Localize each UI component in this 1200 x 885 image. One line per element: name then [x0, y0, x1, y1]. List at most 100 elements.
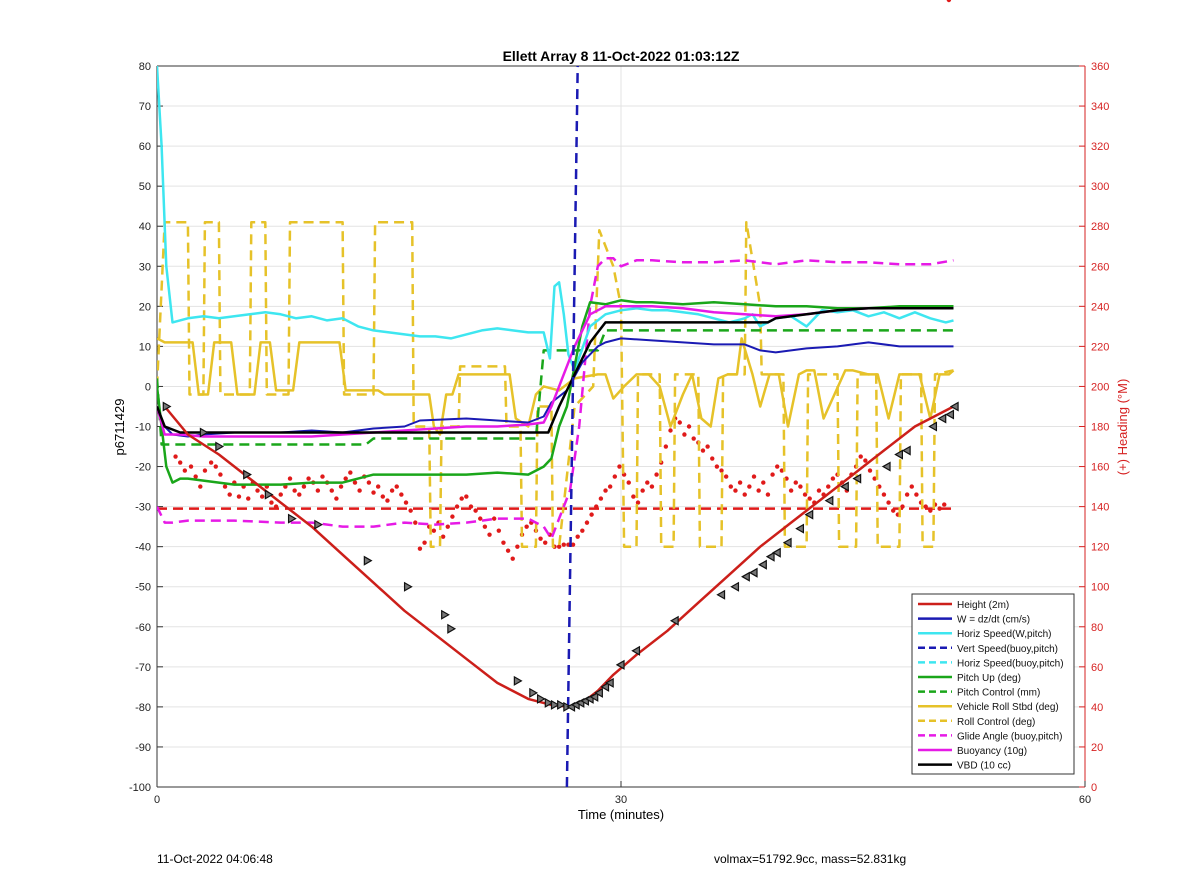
y-tick-label: -60	[135, 622, 151, 634]
heading-point	[422, 540, 427, 545]
heading-point	[584, 520, 590, 525]
heading-point	[686, 424, 692, 429]
height-marker	[949, 401, 959, 412]
y2-tick-label: 20	[1091, 742, 1103, 754]
heading-point	[765, 492, 771, 497]
height-marker	[215, 441, 225, 452]
heading-point	[505, 548, 511, 553]
legend-label-height: Height (2m)	[957, 600, 1009, 611]
height-marker	[600, 681, 610, 692]
heading-point	[742, 492, 747, 497]
height-marker	[441, 609, 450, 620]
y-tick-label: -50	[135, 582, 151, 594]
y2-tick-label: 140	[1091, 502, 1109, 514]
heading-point	[218, 472, 223, 477]
heading-point	[654, 472, 659, 477]
heading-point	[173, 454, 178, 459]
height-marker	[162, 401, 172, 412]
x-tick-label: 60	[1079, 794, 1091, 806]
height-marker	[557, 699, 566, 710]
heading-point	[793, 480, 798, 485]
heading-point	[561, 542, 566, 547]
heading-point	[617, 464, 622, 469]
legend-box	[911, 593, 1075, 775]
heading-point	[719, 468, 724, 473]
heading-point	[399, 492, 404, 497]
heading-point	[198, 484, 203, 489]
heading-point	[770, 472, 775, 477]
height-marker	[748, 567, 758, 578]
footer-timestamp: 11-Oct-2022 04:06:48	[157, 852, 273, 866]
height-marker	[840, 481, 849, 492]
height-marker	[199, 427, 209, 438]
chart-title: Ellett Array 8 11-Oct-2022 01:03:12Z	[503, 48, 740, 64]
heading-point	[273, 504, 279, 509]
heading-point	[473, 508, 478, 513]
heading-point	[607, 484, 613, 489]
height-marker	[550, 699, 560, 710]
heading-point	[570, 542, 576, 547]
heading-point	[640, 488, 645, 493]
y2-tick-label: 100	[1091, 582, 1109, 594]
height-marker	[795, 523, 805, 534]
height-marker	[928, 421, 938, 432]
heading-point	[357, 488, 362, 493]
height-marker	[589, 691, 599, 702]
heading-point	[710, 456, 715, 461]
heading-point	[213, 464, 218, 469]
heading-point	[278, 492, 283, 497]
heading-point	[501, 540, 506, 545]
heading-point	[807, 496, 812, 501]
heading-point	[612, 474, 618, 479]
series-roll	[157, 337, 955, 436]
heading-point	[779, 468, 785, 473]
y-tick-label: 10	[139, 341, 151, 353]
legend-label-pitch: Pitch Up (deg)	[957, 673, 1021, 684]
y-tick-label: -30	[135, 502, 151, 514]
heading-point	[487, 532, 492, 537]
heading-point	[700, 448, 706, 453]
y2-tick-label: 360	[1091, 61, 1109, 73]
heading-point	[543, 540, 548, 545]
height-marker	[447, 623, 457, 634]
height-marker	[782, 537, 792, 548]
y2-tick-label: 300	[1091, 181, 1109, 193]
y2-tick-label: 320	[1091, 141, 1109, 153]
y2-tick-label: 280	[1091, 221, 1109, 233]
heading-point	[580, 528, 585, 533]
y-tick-label: 80	[139, 61, 151, 73]
legend-label-pitchctl: Pitch Control (mm)	[957, 688, 1040, 699]
y-tick-label: 40	[139, 221, 151, 233]
heading-point	[371, 490, 376, 495]
heading-point	[682, 432, 687, 437]
heading-point	[193, 474, 198, 479]
heading-point	[510, 556, 515, 561]
heading-point	[413, 520, 418, 525]
heading-point	[352, 480, 358, 485]
y-tick-label: -100	[129, 782, 151, 794]
height-marker	[937, 413, 947, 424]
height-marker	[314, 519, 324, 530]
y-tick-label: -20	[135, 462, 151, 474]
heading-point	[649, 484, 655, 489]
height-marker	[758, 559, 767, 570]
legend-label-rollctl: Roll Control (deg)	[957, 717, 1035, 728]
y2-tick-label: 200	[1091, 381, 1109, 393]
heading-point	[417, 546, 423, 551]
y2-tick-label: 220	[1091, 341, 1109, 353]
heading-point	[668, 428, 673, 433]
heading-point	[816, 488, 822, 493]
height-marker	[804, 509, 814, 520]
legend-label-w: W = dz/dt (cm/s)	[957, 615, 1030, 626]
y2-tick-label: 40	[1091, 702, 1103, 714]
heading-point	[459, 496, 464, 501]
heading-point	[705, 444, 710, 449]
heading-point	[445, 524, 450, 529]
height-marker	[594, 687, 603, 698]
y-axis-label: p6711429	[112, 399, 127, 456]
footer-info: volmax=51792.9cc, mass=52.831kg	[714, 852, 907, 866]
heading-point	[202, 468, 208, 473]
legend-label-vbd: VBD (10 cc)	[957, 761, 1011, 772]
plot-area: -100-90-80-70-60-50-40-30-20-10010203040…	[129, 0, 1109, 806]
